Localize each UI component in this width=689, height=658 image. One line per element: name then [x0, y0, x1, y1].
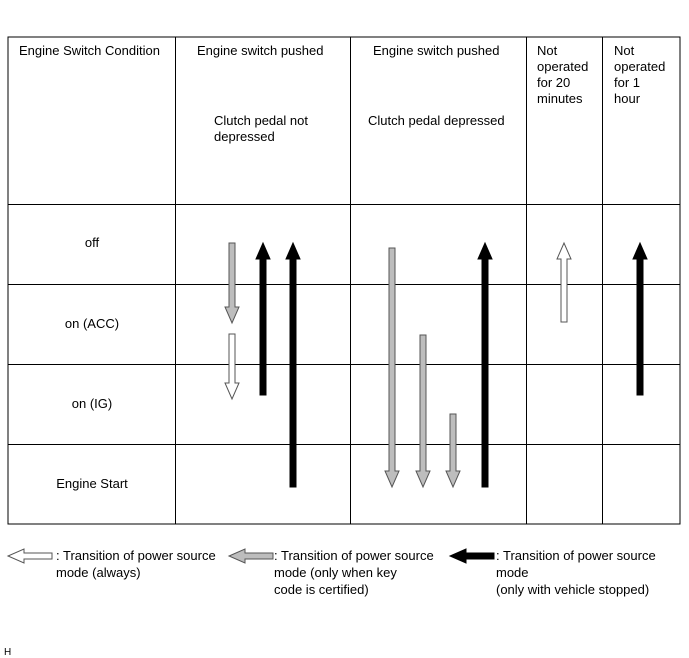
- legend-vehicle-stopped-line1: : Transition of power source: [496, 548, 656, 563]
- arrow-key-acc-to-start: [415, 334, 431, 489]
- header-col3-line4: minutes: [537, 91, 583, 106]
- row-label-off: off: [85, 235, 100, 250]
- transition-arrows: [224, 241, 648, 489]
- header-col4-line1: Not: [614, 43, 635, 58]
- legend-vehicle-stopped-line3: (only with vehicle stopped): [496, 582, 649, 597]
- legend-always-line2: mode (always): [56, 565, 141, 580]
- arrow-stopped-ig-to-off-1h: [632, 241, 648, 396]
- row-label-engine-start: Engine Start: [56, 476, 128, 491]
- legend-vehicle-stopped-line2: mode: [496, 565, 529, 580]
- row-label-ig: on (IG): [72, 396, 112, 411]
- table-border: [7, 36, 681, 525]
- header-col4-line3: for 1: [614, 75, 640, 90]
- legend-key-certified-line2: mode (only when key: [274, 565, 397, 580]
- header-col2-line1: Engine switch pushed: [373, 43, 499, 58]
- legend-always-line1: : Transition of power source: [56, 548, 216, 563]
- legend: : Transition of power source mode (alway…: [6, 548, 656, 597]
- arrow-stopped-ig-to-off: [255, 241, 271, 396]
- arrow-key-off-to-acc: [224, 242, 240, 325]
- header-col2-line2: Clutch pedal depressed: [368, 113, 505, 128]
- legend-vehicle-stopped-arrow-icon: [448, 548, 495, 564]
- legend-key-certified-line3: code is certified): [274, 582, 369, 597]
- arrow-always-acc-to-ig: [224, 333, 240, 401]
- arrow-key-ig-to-start: [445, 413, 461, 489]
- legend-always-arrow-icon: [6, 548, 53, 564]
- header-col3-line3: for 20: [537, 75, 570, 90]
- row-label-acc: on (ACC): [65, 316, 119, 331]
- arrow-key-off-to-start: [384, 247, 400, 489]
- arrow-stopped-start-to-off: [285, 241, 301, 488]
- header-col1-line3: depressed: [214, 129, 275, 144]
- header-col4-line4: hour: [614, 91, 641, 106]
- header-col1-line1: Engine switch pushed: [197, 43, 323, 58]
- arrow-stopped-start-to-off-col2: [477, 241, 493, 488]
- header-col1-line2: Clutch pedal not: [214, 113, 308, 128]
- legend-key-certified-arrow-icon: [227, 548, 274, 564]
- header-col3-line1: Not: [537, 43, 558, 58]
- footer-code: H: [4, 647, 11, 658]
- header-condition: Engine Switch Condition: [19, 43, 160, 58]
- table-grid: [7, 36, 681, 525]
- legend-key-certified-line1: : Transition of power source: [274, 548, 434, 563]
- header-col4-line2: operated: [614, 59, 665, 74]
- arrow-always-acc-to-off: [556, 241, 572, 323]
- header-col3-line2: operated: [537, 59, 588, 74]
